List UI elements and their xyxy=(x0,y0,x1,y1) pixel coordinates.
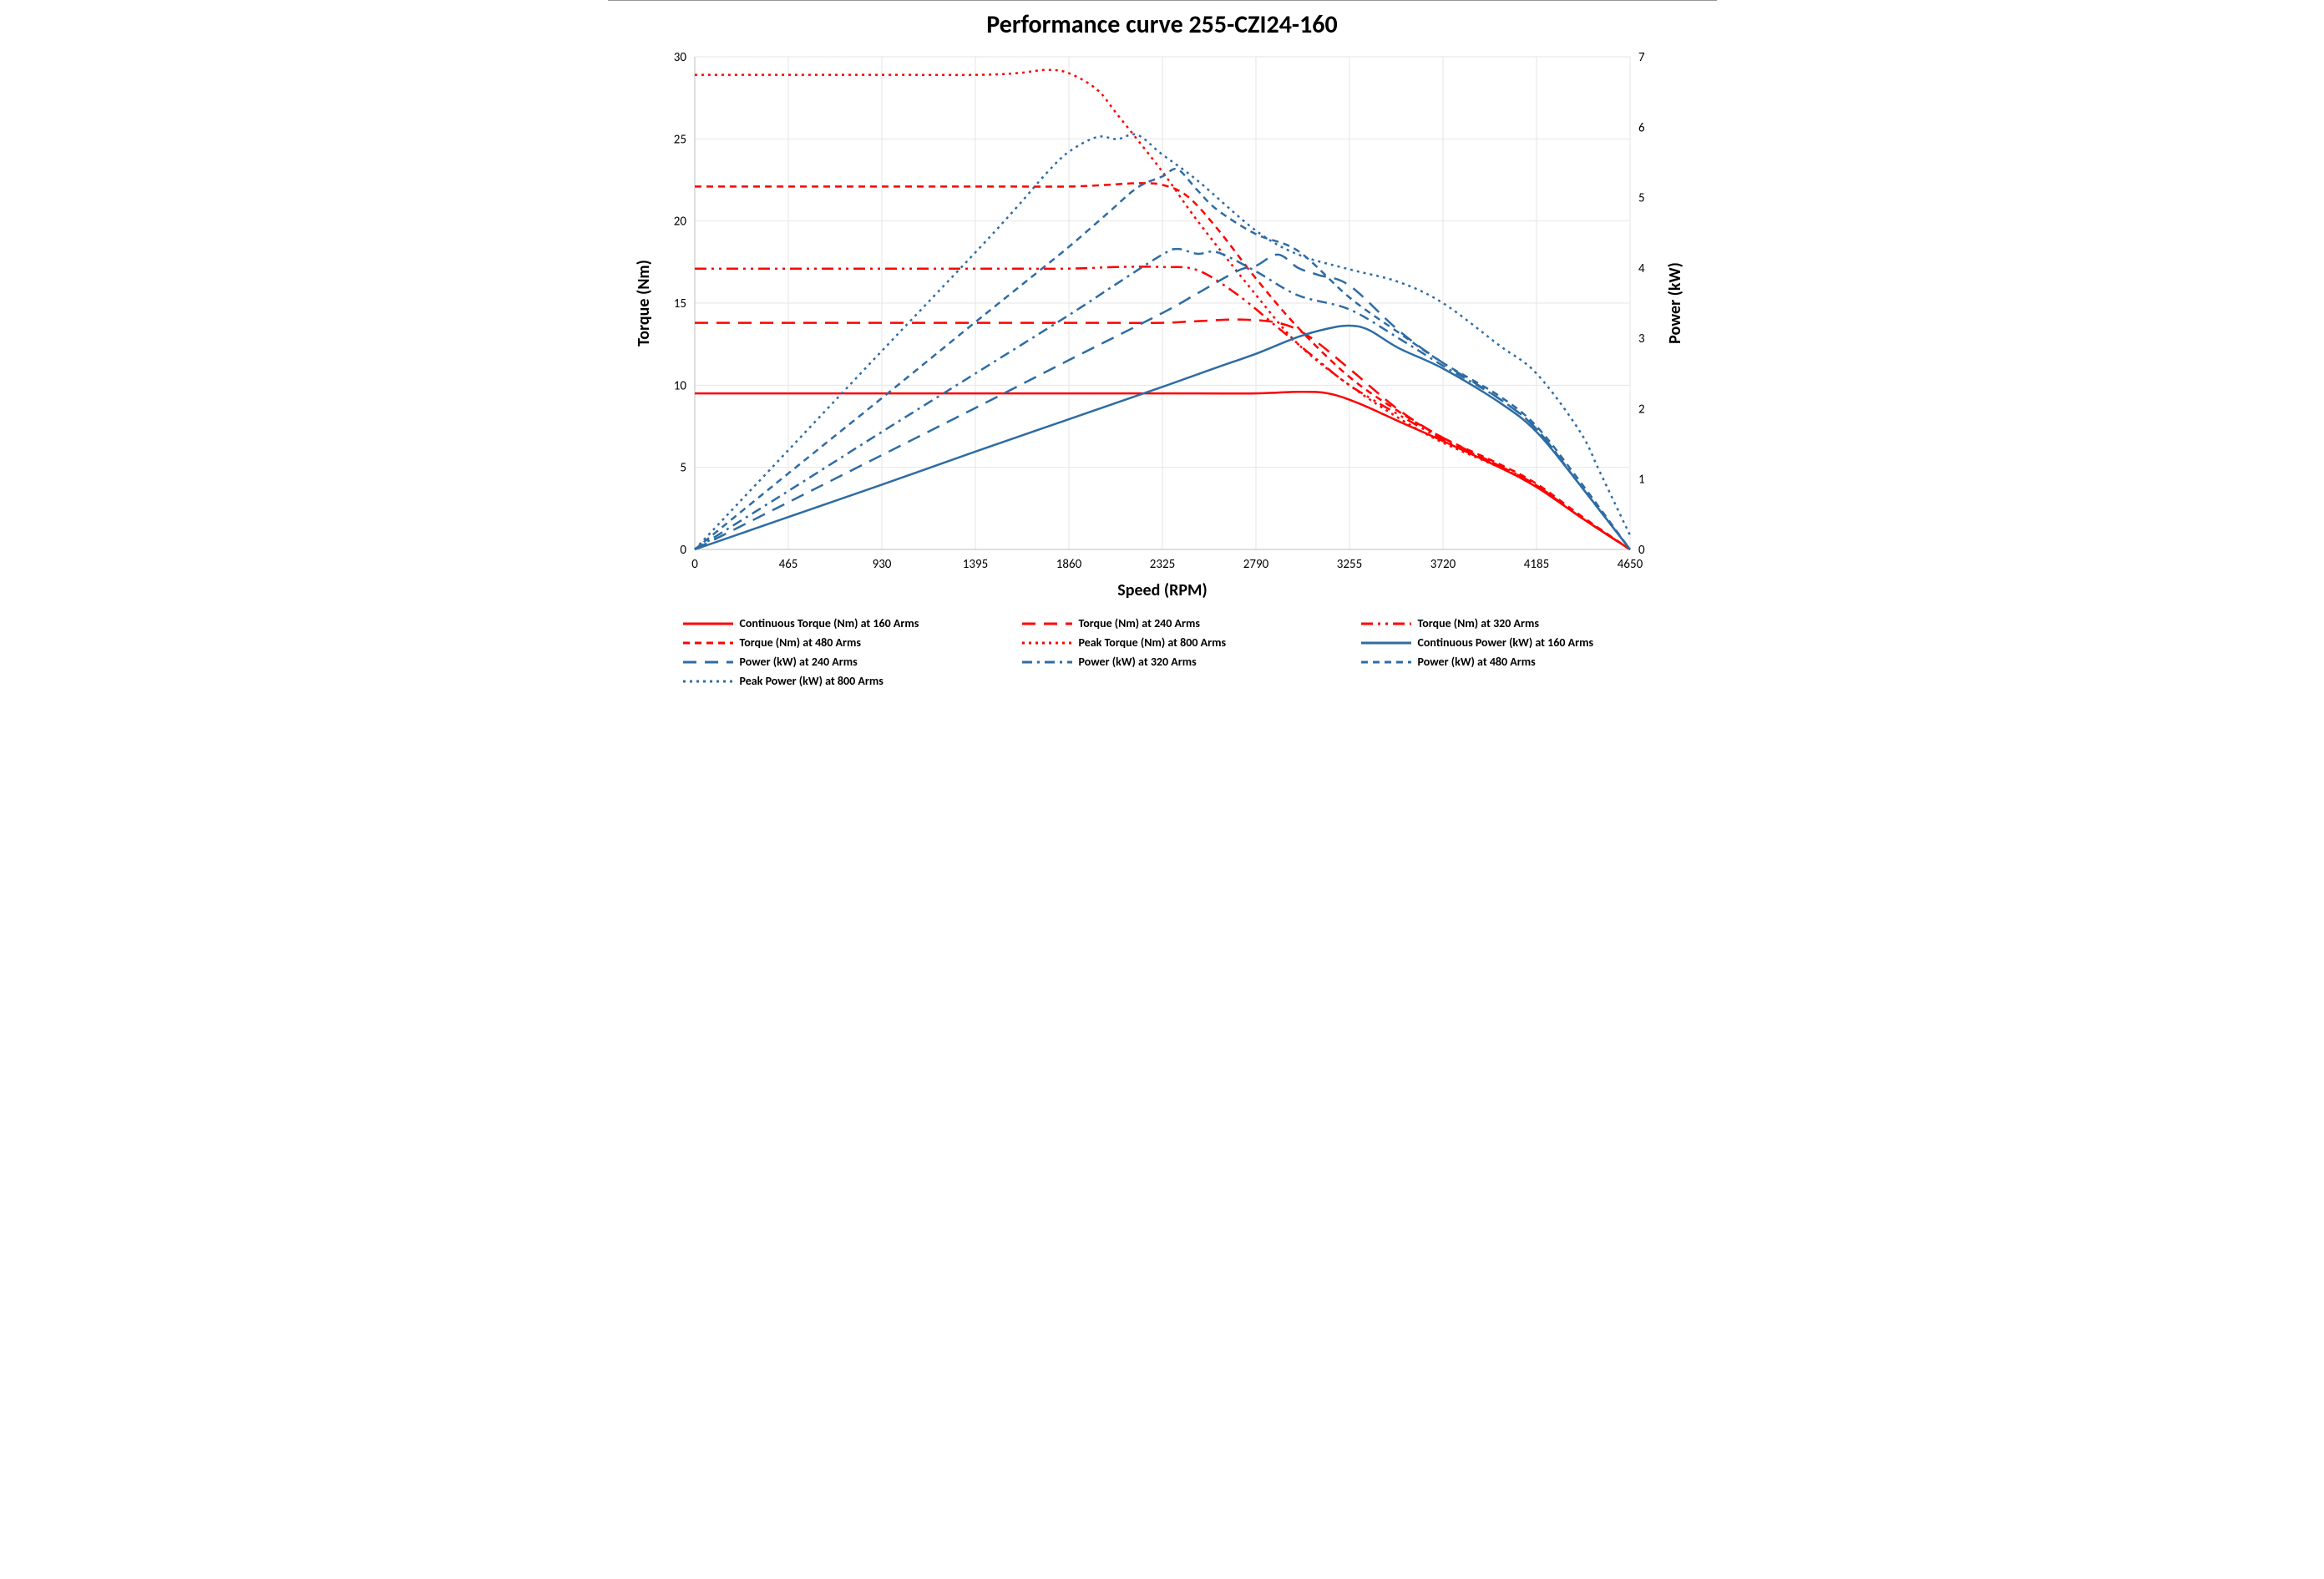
x-axis-label: Speed (RPM) xyxy=(1117,580,1207,600)
legend-swatch xyxy=(683,618,733,630)
y-right-tick-label: 5 xyxy=(1638,191,1645,206)
legend: Continuous Torque (Nm) at 160 Arms Torque… xyxy=(683,616,1667,688)
legend-item-torque_800: Peak Torque (Nm) at 800 Arms xyxy=(1022,635,1328,650)
legend-item-power_800: Peak Power (kW) at 800 Arms xyxy=(683,674,989,688)
legend-item-torque_160: Continuous Torque (Nm) at 160 Arms xyxy=(683,616,989,630)
legend-swatch xyxy=(1361,656,1411,668)
y-left-tick-label: 5 xyxy=(680,461,686,476)
legend-item-torque_480: Torque (Nm) at 480 Arms xyxy=(683,635,989,650)
chart-svg: 0465930139518602325279032553720418546500… xyxy=(615,48,1709,608)
legend-swatch xyxy=(683,656,733,668)
y-left-tick-label: 10 xyxy=(673,378,686,393)
x-tick-label: 930 xyxy=(872,557,891,572)
legend-label: Torque (Nm) at 480 Arms xyxy=(740,635,861,650)
legend-swatch xyxy=(1361,618,1411,630)
legend-item-power_240: Power (kW) at 240 Arms xyxy=(683,655,989,669)
x-tick-label: 1860 xyxy=(1056,557,1081,572)
legend-swatch xyxy=(1361,637,1411,649)
legend-label: Torque (Nm) at 320 Arms xyxy=(1418,616,1539,630)
legend-swatch xyxy=(1022,637,1072,649)
x-tick-label: 4185 xyxy=(1523,557,1548,572)
y-right-tick-label: 3 xyxy=(1638,331,1645,347)
y-left-tick-label: 25 xyxy=(673,132,686,147)
x-tick-label: 3255 xyxy=(1336,557,1361,572)
y-left-tick-label: 20 xyxy=(673,215,686,230)
legend-item-power_320: Power (kW) at 320 Arms xyxy=(1022,655,1328,669)
legend-label: Continuous Power (kW) at 160 Arms xyxy=(1418,635,1594,650)
legend-label: Power (kW) at 240 Arms xyxy=(740,655,858,669)
legend-item-power_480: Power (kW) at 480 Arms xyxy=(1361,655,1667,669)
chart-container: Performance curve 255-CZI24-160 04659301… xyxy=(608,0,1717,705)
y-right-tick-label: 7 xyxy=(1638,50,1645,65)
y-left-axis-label: Torque (Nm) xyxy=(634,260,654,347)
y-right-tick-label: 4 xyxy=(1638,261,1645,276)
y-left-tick-label: 30 xyxy=(673,50,686,65)
legend-swatch xyxy=(1022,618,1072,630)
y-left-tick-label: 15 xyxy=(673,296,686,311)
legend-label: Peak Power (kW) at 800 Arms xyxy=(740,674,884,688)
x-tick-label: 2790 xyxy=(1243,557,1268,572)
legend-label: Continuous Torque (Nm) at 160 Arms xyxy=(740,616,919,630)
y-right-tick-label: 0 xyxy=(1638,543,1645,558)
y-right-tick-label: 2 xyxy=(1638,402,1645,417)
chart-title: Performance curve 255-CZI24-160 xyxy=(608,9,1717,40)
legend-label: Power (kW) at 480 Arms xyxy=(1418,655,1536,669)
chart-area: 0465930139518602325279032553720418546500… xyxy=(615,48,1709,608)
legend-swatch xyxy=(683,637,733,649)
y-left-tick-label: 0 xyxy=(680,543,686,558)
x-tick-label: 4650 xyxy=(1617,557,1643,572)
x-tick-label: 0 xyxy=(691,557,698,572)
legend-label: Peak Torque (Nm) at 800 Arms xyxy=(1079,635,1227,650)
legend-item-torque_320: Torque (Nm) at 320 Arms xyxy=(1361,616,1667,630)
x-tick-label: 465 xyxy=(778,557,797,572)
y-right-tick-label: 1 xyxy=(1638,473,1645,488)
legend-item-torque_240: Torque (Nm) at 240 Arms xyxy=(1022,616,1328,630)
x-tick-label: 1395 xyxy=(962,557,987,572)
y-right-tick-label: 6 xyxy=(1638,120,1645,135)
x-tick-label: 3720 xyxy=(1430,557,1456,572)
legend-swatch xyxy=(1022,656,1072,668)
legend-label: Torque (Nm) at 240 Arms xyxy=(1079,616,1200,630)
grid xyxy=(695,57,1630,549)
legend-label: Power (kW) at 320 Arms xyxy=(1079,655,1197,669)
legend-item-power_160: Continuous Power (kW) at 160 Arms xyxy=(1361,635,1667,650)
x-tick-label: 2325 xyxy=(1149,557,1174,572)
legend-swatch xyxy=(683,676,733,687)
y-right-axis-label: Power (kW) xyxy=(1665,262,1685,344)
